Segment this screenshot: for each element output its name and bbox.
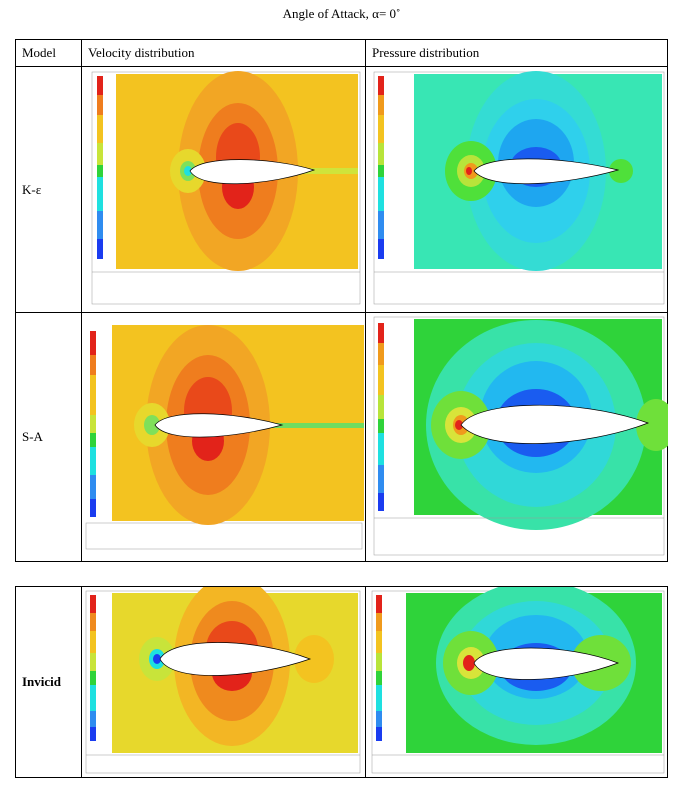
velocity-contour-ke [81, 66, 366, 313]
pressure-contour-invicid [365, 586, 668, 778]
airfoil-shape [189, 159, 316, 185]
results-table-top: Model Velocity distribution Pressure dis… [15, 39, 668, 562]
header-pressure: Pressure distribution [365, 39, 668, 67]
pressure-contour-sa [365, 312, 668, 562]
model-label-sa: S-A [15, 312, 82, 562]
figure-title: Angle of Attack, α= 0˚ [282, 6, 401, 21]
results-table-bottom: Invicid [15, 586, 668, 778]
colorbar [97, 76, 103, 259]
model-label-ke: K-ε [15, 66, 82, 313]
pressure-contour-ke [365, 66, 668, 313]
velocity-contour-invicid [81, 586, 366, 778]
header-model: Model [15, 39, 82, 67]
header-velocity: Velocity distribution [81, 39, 366, 67]
model-label-invicid: Invicid [15, 586, 82, 778]
velocity-contour-sa [81, 312, 366, 562]
